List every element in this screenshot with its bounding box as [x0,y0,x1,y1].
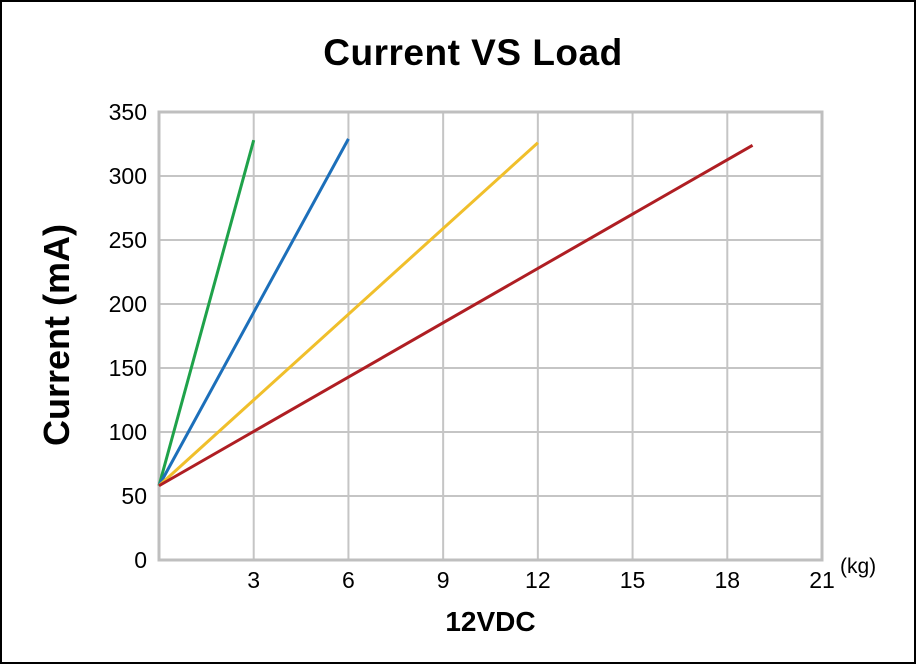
y-tick-label: 150 [108,355,147,381]
plot-area [157,110,824,562]
y-tick-label: 50 [121,483,147,509]
y-tick-label: 350 [108,99,147,125]
x-tick-label: 12 [525,567,551,593]
x-tick-label: 18 [714,567,741,593]
x-axis-title: 12VDC [445,606,536,637]
x-tick-label: 15 [619,567,646,593]
x-tick-label: 21 [809,567,835,593]
x-tick-label: 6 [342,567,355,593]
y-tick-label: 0 [134,547,147,573]
series-green-line [157,139,256,487]
x-tick-label: 3 [247,567,261,593]
chart-title: Current VS Load [323,32,623,73]
series-yellow-line [157,141,539,487]
series-blue-line [157,138,350,487]
x-tick-label: 9 [436,567,450,593]
series-red-line [158,143,754,488]
x-axis-unit-label: (kg) [840,555,877,578]
y-tick-label: 300 [108,163,147,189]
y-tick-label: 200 [108,291,147,317]
y-tick-label: 100 [108,419,147,445]
y-axis-title: Current (mA) [36,224,77,446]
y-tick-label: 250 [108,227,147,253]
plot-frame [157,110,824,562]
